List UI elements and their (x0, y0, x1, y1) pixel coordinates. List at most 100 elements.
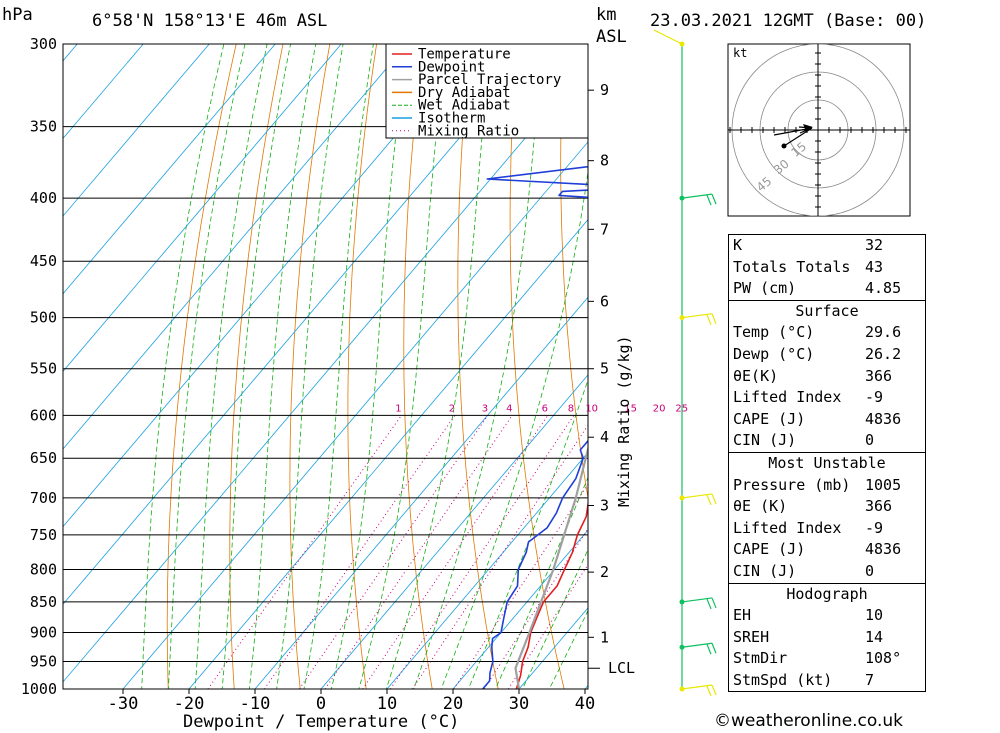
wet-adiabat (167, 44, 246, 689)
mu-pressure-value: 1005 (865, 475, 902, 494)
mu-cape-label: CAPE (J) (733, 540, 806, 559)
wind-barb (681, 313, 713, 319)
parcel-trajectory-line (514, 444, 588, 689)
isotherm (63, 44, 276, 295)
pressure-unit-label: hPa (2, 5, 33, 25)
surface-section: Surface Temp (°C) 29.6 Dewp (°C) 26.2 θE(K… (729, 299, 925, 452)
dry-adiabat (926, 0, 1000, 715)
totals-totals-label: Totals Totals (733, 257, 851, 276)
temp-tick-label: 10 (377, 694, 397, 714)
stmspd-value: 7 (865, 670, 875, 689)
totals-totals-row: Totals Totals 43 (729, 257, 925, 279)
surface-dewp-value: 26.2 (865, 344, 902, 363)
mixing-ratio-label: 6 (542, 403, 548, 414)
surface-dewp-row: Dewp (°C) 26.2 (729, 344, 925, 366)
height-tick-label: 7 (600, 220, 609, 238)
stmdir-label: StmDir (733, 649, 788, 668)
temp-tick-label: 40 (575, 694, 595, 714)
mixing-ratio-label: 8 (568, 403, 574, 414)
axis-labels: 1234681015202530035040045050055060065070… (21, 35, 688, 714)
sreh-value: 14 (865, 627, 884, 646)
legend-label: Isotherm (418, 111, 485, 127)
wind-barb (653, 29, 683, 45)
mixing-ratio-label: 3 (482, 403, 488, 414)
isotherm (122, 141, 588, 689)
mu-cin-row: CIN (J) 0 (729, 561, 925, 583)
pressure-tick-label: 950 (30, 653, 57, 671)
pressure-tick-label: 400 (30, 189, 57, 207)
temp-tick-label: -20 (174, 694, 205, 714)
hodograph-unit: kt (733, 46, 747, 60)
legend-label: Parcel Trajectory (418, 72, 561, 88)
mu-li-label: Lifted Index (733, 518, 842, 537)
x-axis-title: Dewpoint / Temperature (°C) (183, 712, 459, 732)
wet-adiabat (358, 44, 447, 689)
mu-theta-row: θE (K) 366 (729, 496, 925, 518)
wet-adiabat (221, 44, 292, 689)
credit-footer[interactable]: ©weatheronline.co.uk (714, 711, 904, 731)
eh-label: EH (733, 606, 752, 625)
sreh-label: SREH (733, 627, 770, 646)
lcl-label: LCL (608, 659, 635, 677)
wet-adiabat (248, 44, 317, 689)
pressure-tick-label: 450 (30, 252, 57, 270)
wind-profile (653, 29, 717, 697)
temp-tick-label: -10 (240, 694, 271, 714)
legend-label: Wet Adiabat (418, 98, 511, 114)
datetime-title: 23.03.2021 12GMT (Base: 00) (650, 11, 926, 31)
mixing-ratio-line (298, 415, 489, 689)
k-index-value: 32 (865, 236, 884, 254)
temp-tick-label: 30 (509, 694, 529, 714)
mu-theta-label: θE (K) (733, 497, 788, 516)
mixing-ratio-label: 10 (585, 403, 598, 414)
mixing-ratio-line (389, 415, 575, 689)
mu-cape-row: CAPE (J) 4836 (729, 539, 925, 561)
profile-series (461, 56, 588, 689)
pressure-tick-label: 700 (30, 489, 57, 507)
height-unit-km: km (596, 5, 616, 25)
surface-cin-label: CIN (J) (733, 431, 797, 450)
temp-tick-label: 20 (443, 694, 463, 714)
most-unstable-title: Most Unstable (768, 453, 886, 472)
isotherm (63, 63, 588, 683)
wind-barb-feather (706, 644, 712, 655)
mixing-ratio-label: 4 (506, 403, 512, 414)
surface-temp-row: Temp (°C) 29.6 (729, 322, 925, 344)
wind-barb (681, 193, 713, 199)
pressure-tick-label: 750 (30, 526, 57, 544)
legend-box (385, 43, 589, 139)
stmspd-label: StmSpd (kt) (733, 670, 833, 689)
wind-barb-feather (711, 643, 717, 654)
mu-pressure-row: Pressure (mb) 1005 (729, 475, 925, 497)
surface-theta-row: θE(K) 366 (729, 366, 925, 388)
sreh-row: SREH 14 (729, 627, 925, 649)
pressure-tick-label: 550 (30, 360, 57, 378)
wet-adiabat (548, 609, 588, 689)
mixing-ratio-label: 2 (449, 403, 455, 414)
mixing-ratio-label: 20 (653, 403, 666, 414)
surface-theta-value: 366 (865, 366, 893, 385)
wind-barb-feather (706, 685, 712, 697)
mixing-ratio-line (453, 483, 588, 689)
hodograph-storm-arrow (803, 124, 813, 131)
mixing-ratio-line (507, 563, 588, 689)
isotherm (63, 44, 144, 140)
pressure-tick-label: 800 (30, 560, 57, 578)
surface-theta-label: θE(K) (733, 366, 779, 385)
height-tick-label: 2 (600, 563, 609, 581)
k-index-row: K 32 (729, 235, 925, 257)
wind-barb-feather (711, 313, 717, 324)
pressure-tick-label: 600 (30, 406, 57, 424)
wind-barb-feather (711, 193, 717, 205)
surface-temp-label: Temp (°C) (733, 323, 815, 342)
surface-cin-row: CIN (J) 0 (729, 430, 925, 452)
pressure-tick-label: 350 (30, 118, 57, 136)
legend-label: Temperature (418, 47, 511, 63)
stability-panel: K 32 Totals Totals 43 PW (cm) 4.85 Surface … (728, 234, 926, 693)
wet-adiabat (521, 548, 588, 689)
totals-totals-value: 43 (865, 257, 884, 276)
pressure-tick-label: 850 (30, 593, 57, 611)
isotherm (452, 529, 588, 689)
surface-temp-value: 29.6 (865, 323, 902, 342)
